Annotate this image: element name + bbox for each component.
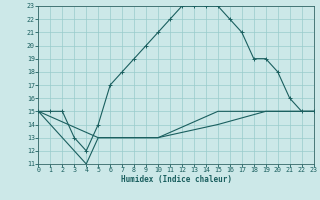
X-axis label: Humidex (Indice chaleur): Humidex (Indice chaleur) <box>121 175 231 184</box>
